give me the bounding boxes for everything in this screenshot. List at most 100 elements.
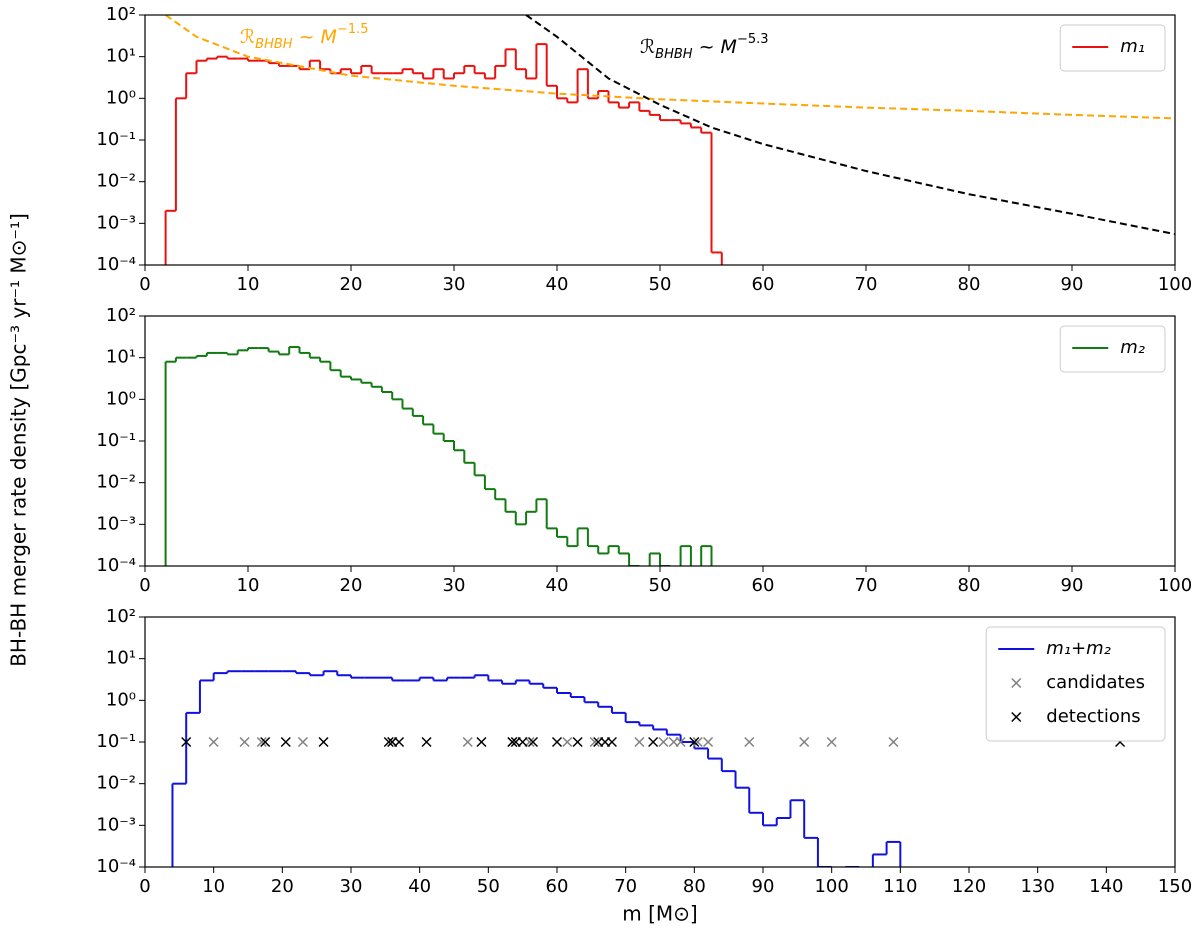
scatter-point [394,736,405,748]
y-tick-label: 10² [106,606,136,627]
x-tick-label: 80 [683,876,706,897]
x-tick-label: 60 [546,876,569,897]
scatter-point [634,736,645,748]
annotation-part: ℛ [240,26,255,48]
x-tick-label: 70 [855,274,878,295]
x-tick-label: 90 [752,876,775,897]
scatter-point [562,736,573,748]
legend: m₁ [1059,24,1166,72]
scatter-point [181,736,192,748]
scatter-point [692,736,703,748]
scatter-point [507,736,518,748]
scatter-point [297,736,308,748]
x-tick-label: 50 [649,274,672,295]
y-tick-label: 10⁻¹ [96,430,136,451]
legend-swatch [1011,711,1022,723]
annotation: ℛBHBH ~ M−1.5 [240,22,369,52]
x-tick-label: 90 [1061,274,1084,295]
x-tick-label: 120 [952,876,986,897]
x-tick-label: 20 [271,876,294,897]
annotation-part: ℛ [640,36,655,58]
y-tick-label: 10⁰ [106,689,136,710]
scatter-point [476,736,487,748]
x-tick-label: 40 [546,274,569,295]
y-tick-label: 10⁻⁴ [96,555,136,576]
x-axis-label: m [M⊙] [622,902,697,926]
x-tick-label: 100 [1158,575,1192,596]
y-tick-label: 10⁻² [96,472,136,493]
scatter-point [383,736,394,748]
annotation-sup: −1.5 [337,22,369,37]
x-tick-label: 140 [1089,876,1123,897]
x-tick-label: 0 [139,575,150,596]
legend-label: m₁+m₂ [1046,638,1111,659]
axes-frame [144,14,1176,266]
annotation-sub: BHBH [255,37,293,52]
x-tick-label: 20 [340,575,363,596]
scatter-point [703,736,714,748]
y-tick-label: 10⁻³ [96,513,136,534]
legend-label: m₁ [1120,36,1145,57]
scatter-point [799,736,810,748]
x-tick-label: 0 [139,274,150,295]
x-tick-label: 80 [958,274,981,295]
x-tick-label: 60 [752,274,775,295]
y-tick-label: 10⁰ [106,87,136,108]
y-tick-label: 10⁻⁴ [96,254,136,275]
y-tick-label: 10¹ [106,648,136,669]
y-tick-label: 10⁻² [96,773,136,794]
x-tick-label: 90 [1061,575,1084,596]
x-tick-label: 40 [546,575,569,596]
scatter-point [572,736,583,748]
y-tick-label: 10² [106,305,136,326]
scatter-point [517,736,528,748]
scatter-point [208,736,219,748]
legend-box [985,626,1166,742]
scatter-point [606,736,617,748]
x-tick-label: 0 [139,876,150,897]
y-tick-label: 10⁻² [96,171,136,192]
scatter-point [462,736,473,748]
y-tick-label: 10⁻¹ [96,129,136,150]
scatter-point [318,736,329,748]
legend-swatch [1011,677,1022,689]
scatter-point [239,736,250,748]
scatter-point [648,736,659,748]
legend-label: detections [1046,706,1140,727]
y-tick-label: 10⁻³ [96,814,136,835]
x-tick-label: 40 [408,876,431,897]
x-tick-label: 70 [855,575,878,596]
x-tick-label: 50 [649,575,672,596]
x-tick-label: 30 [340,876,363,897]
y-tick-label: 10⁻¹ [96,731,136,752]
x-tick-label: 10 [237,575,260,596]
x-tick-label: 100 [1158,274,1192,295]
y-tick-label: 10⁰ [106,388,136,409]
legend-label: candidates [1046,672,1145,693]
trend-line [525,15,1175,236]
annotation-sub: BHBH [655,47,693,62]
annotation-part: ~ M [293,26,337,48]
x-tick-label: 30 [443,575,466,596]
y-tick-label: 10¹ [106,347,136,368]
legend: m₁+m₂ candidates detections [985,626,1166,742]
x-tick-label: 20 [340,274,363,295]
y-tick-label: 10⁻³ [96,212,136,233]
x-tick-label: 10 [237,274,260,295]
scatter-point [658,736,669,748]
scatter-point [551,736,563,748]
scatter-point [421,736,432,748]
scatter-point [260,736,271,748]
x-tick-label: 130 [1020,876,1054,897]
plot-area [171,670,1126,867]
scatter-point [826,736,837,748]
scatter-point [675,736,686,748]
x-tick-label: 30 [443,274,466,295]
plot-area [164,346,713,566]
y-tick-label: 10² [106,4,136,25]
x-tick-label: 110 [883,876,917,897]
scatter-point [589,736,600,748]
x-tick-label: 10 [202,876,225,897]
scatter-point [256,736,267,748]
